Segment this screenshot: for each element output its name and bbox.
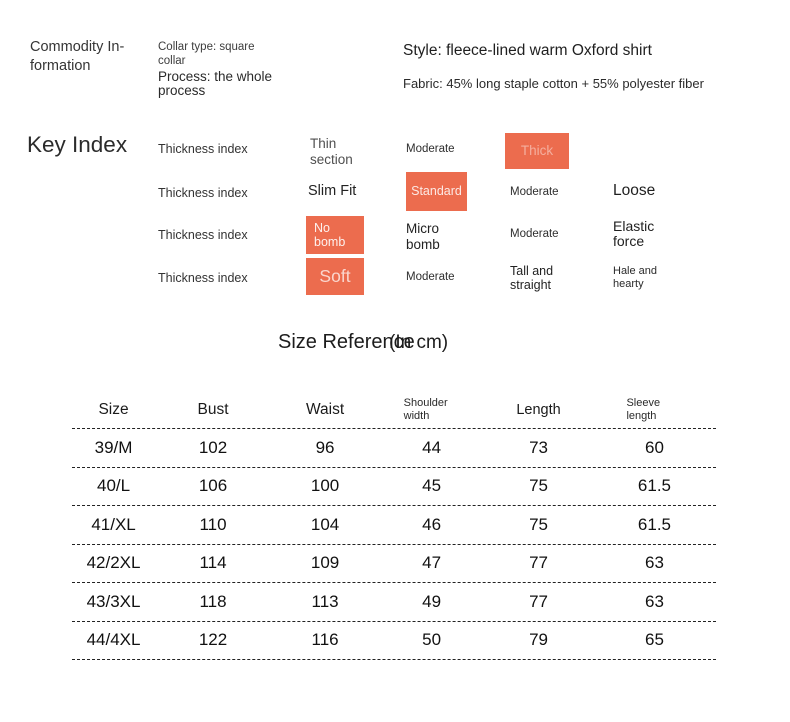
cell-sleeve: 63 — [644, 553, 664, 573]
cell-sleeve: 61.5 — [637, 476, 671, 496]
cell-size: 39/M — [94, 437, 133, 457]
table-row-42-2xl: 42/2XL 114 109 47 77 63 — [72, 545, 716, 583]
cell-shoulder: 44 — [422, 437, 442, 457]
cell-shoulder: 46 — [422, 514, 442, 534]
cell-waist: 100 — [310, 476, 340, 496]
commodity-information-line1: Commodity In- — [30, 39, 125, 55]
cell-shoulder: 47 — [422, 553, 442, 573]
cell-sleeve: 63 — [644, 591, 664, 611]
thickness-index-label-1: Thickness index — [158, 142, 248, 156]
cell-length: 77 — [529, 553, 548, 573]
cell-waist: 96 — [315, 437, 335, 457]
cell-waist: 104 — [310, 514, 340, 534]
cell-bust: 106 — [198, 476, 228, 496]
col-header-size: Size — [98, 401, 129, 418]
tall-and-straight-text: Tall and straight — [510, 264, 554, 293]
process-text: Process: the whole process — [158, 69, 273, 99]
cell-size: 42/2XL — [86, 553, 141, 573]
cell-waist: 116 — [311, 630, 339, 650]
commodity-information-label: Commodity In- formation — [30, 38, 148, 76]
cell-sleeve: 60 — [644, 437, 664, 457]
col-header-waist: Waist — [305, 401, 345, 418]
table-row-40l: 40/L 106 100 45 75 61.5 — [72, 468, 716, 506]
cell-bust: 122 — [198, 630, 228, 650]
cell-length: 75 — [529, 476, 548, 496]
table-row-41xl: 41/XL 110 104 46 75 61.5 — [72, 506, 716, 545]
thickness-index-label-3: Thickness index — [158, 228, 248, 242]
hale-and-hearty-text: Hale and hearty — [613, 265, 658, 291]
size-table-header-row: Size Bust Waist Shoulder width Length Sl… — [72, 392, 716, 429]
cell-waist: 109 — [310, 553, 340, 573]
cell-size: 40/L — [96, 476, 131, 496]
table-row-44-4xl: 44/4XL 122 116 50 79 65 — [72, 622, 716, 660]
elastic-force-text: Elastic force — [613, 218, 655, 250]
cell-waist: 113 — [311, 591, 339, 611]
table-row-39m: 39/M 102 96 44 73 60 — [72, 429, 716, 468]
key-index-heading: Key Index — [27, 132, 128, 157]
table-row-43-3xl: 43/3XL 118 113 49 77 63 — [72, 583, 716, 622]
style-text: Style: fleece-lined warm Oxford shirt — [403, 42, 652, 59]
slim-fit-text: Slim Fit — [308, 183, 357, 199]
cell-bust: 102 — [198, 437, 228, 457]
commodity-information-line2: formation — [30, 57, 91, 74]
thickness-index-label-4: Thickness index — [158, 271, 248, 285]
moderate-text-row1: Moderate — [406, 143, 455, 155]
cell-bust: 110 — [199, 514, 227, 534]
moderate-text-row3: Moderate — [510, 228, 559, 240]
soft-highlight-chip: Soft — [306, 258, 364, 295]
no-bomb-highlight-chip: No bomb — [306, 216, 364, 254]
col-header-length: Length — [516, 402, 561, 418]
loose-text: Loose — [613, 182, 656, 199]
col-header-shoulder-width-text: Shoulder width — [403, 396, 448, 422]
cell-bust: 114 — [199, 553, 227, 573]
fabric-text: Fabric: 45% long staple cotton + 55% pol… — [403, 76, 704, 91]
col-header-shoulder-width: Shoulder width — [379, 397, 484, 423]
no-bomb-text: No bomb — [314, 220, 346, 249]
moderate-text-row2: Moderate — [510, 186, 559, 198]
col-header-sleeve-length: Sleeve length — [593, 397, 716, 423]
cell-length: 75 — [529, 514, 548, 534]
size-reference-title: Size Reference — [278, 331, 415, 353]
cell-sleeve: 65 — [644, 630, 664, 650]
cell-shoulder: 45 — [422, 476, 442, 496]
cell-bust: 118 — [199, 591, 227, 611]
cell-sleeve: 61.5 — [637, 514, 671, 534]
collar-type-text: Collar type: square collar — [158, 41, 255, 68]
cell-length: 73 — [529, 437, 548, 457]
cell-length: 79 — [529, 630, 548, 650]
micro-bomb-text: Micro bomb — [406, 221, 440, 252]
col-header-bust: Bust — [197, 401, 229, 418]
standard-highlight-chip: Standard — [406, 172, 467, 211]
thin-section-text: Thin section — [310, 136, 353, 167]
size-table: Size Bust Waist Shoulder width Length Sl… — [72, 392, 716, 660]
size-reference-unit: (In cm) — [389, 332, 449, 353]
cell-size: 44/4XL — [86, 630, 141, 650]
cell-length: 77 — [529, 591, 548, 611]
cell-size: 41/XL — [91, 514, 136, 534]
col-header-sleeve-length-text: Sleeve length — [626, 396, 661, 422]
cell-shoulder: 50 — [422, 630, 442, 650]
thickness-index-label-2: Thickness index — [158, 186, 248, 200]
moderate-text-row4: Moderate — [406, 271, 455, 283]
cell-shoulder: 49 — [422, 591, 442, 611]
thick-highlight-chip: Thick — [505, 133, 569, 169]
cell-size: 43/3XL — [86, 591, 141, 611]
